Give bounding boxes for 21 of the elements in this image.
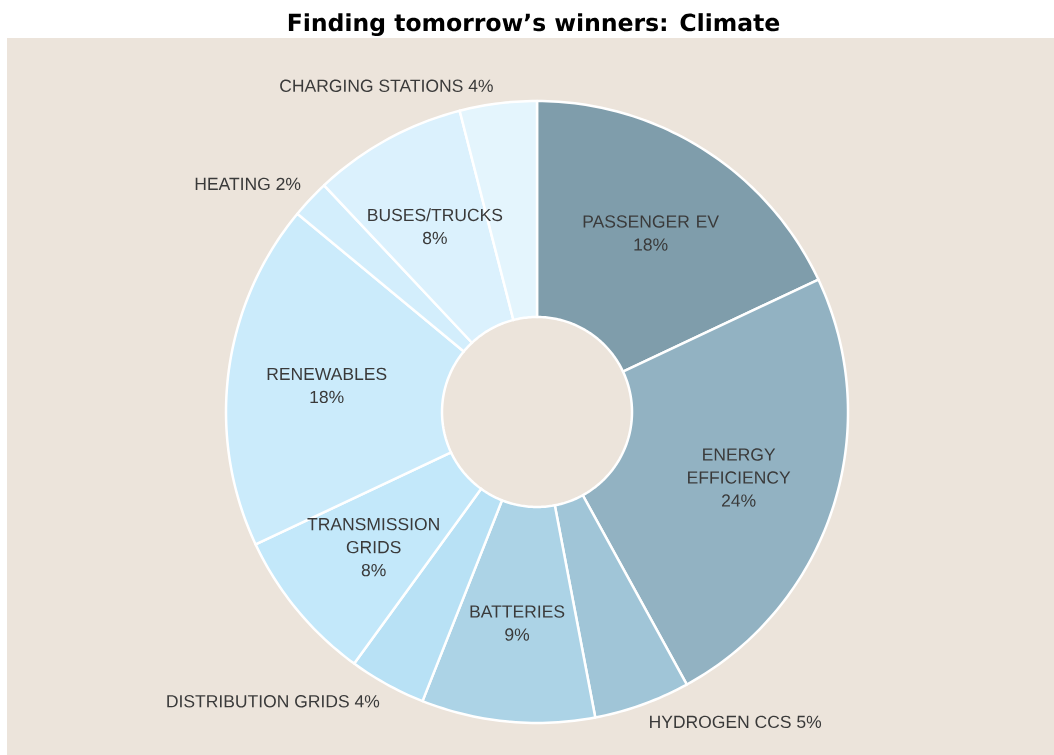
slice-label: DISTRIBUTION GRIDS bbox=[167, 695, 349, 708]
slice-label: CHARGING STATIONS bbox=[280, 79, 463, 92]
data-label: 5% bbox=[797, 715, 822, 729]
data-label: 18% bbox=[634, 238, 668, 251]
data-label: 4% bbox=[468, 79, 493, 92]
slice-label: HYDROGEN CCS bbox=[650, 715, 791, 729]
data-label: 24% bbox=[722, 494, 756, 507]
slice-label: ENERGY EFFICIENCY bbox=[688, 448, 791, 484]
data-label: 9% bbox=[505, 628, 530, 641]
slice-label: BUSES/TRUCKS bbox=[368, 208, 503, 222]
data-label: 2% bbox=[276, 177, 301, 191]
slice-label: BATTERIES bbox=[470, 605, 565, 618]
chart-title: Finding tomorrow’s winners: Climate bbox=[288, 13, 780, 37]
data-label: 18% bbox=[310, 390, 344, 404]
slice-label: PASSENGER EV bbox=[583, 215, 719, 228]
slice-label: TRANSMISSION GRIDS bbox=[307, 517, 439, 554]
slice-label: RENEWABLES bbox=[267, 367, 387, 381]
slice-label: HEATING bbox=[195, 177, 270, 191]
data-label: 8% bbox=[422, 231, 447, 245]
data-label: 8% bbox=[361, 563, 386, 577]
data-label: 4% bbox=[354, 695, 380, 708]
